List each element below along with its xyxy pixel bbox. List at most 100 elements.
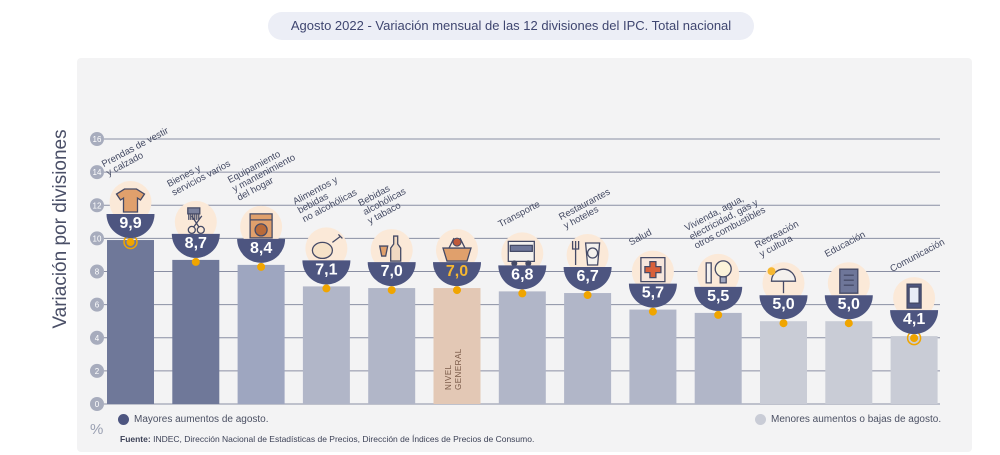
chart-title: Agosto 2022 - Variación mensual de las 1… <box>268 12 754 40</box>
icon-stroke <box>378 245 389 257</box>
icon-stroke <box>511 260 518 267</box>
icon-stroke <box>332 233 343 243</box>
value-badge <box>498 265 547 290</box>
value-label: 4,1 <box>903 311 925 328</box>
y-tick-label: 8 <box>95 268 100 277</box>
value-badge <box>237 238 286 263</box>
y-tick-badge <box>90 363 104 378</box>
bar <box>237 264 285 404</box>
y-tick-label: 12 <box>93 201 102 210</box>
unit-symbol: % <box>90 421 104 438</box>
value-label: 7,1 <box>315 261 337 278</box>
value-label: 8,7 <box>185 235 207 252</box>
bar-marker <box>583 291 592 300</box>
category-label-line: Comunicación <box>888 237 946 275</box>
source-text: INDEC, Dirección Nacional de Estadística… <box>153 434 535 444</box>
category-label: Recreacióny cultura <box>753 219 805 260</box>
category-label: Transporte <box>497 199 542 230</box>
y-tick-badge <box>90 132 104 146</box>
bar-marker <box>387 286 396 295</box>
category-label: Alimentos ybebidasno alcohólicas <box>291 169 359 225</box>
icon-stroke <box>644 260 662 279</box>
category-label: Educación <box>823 229 867 260</box>
icon-stroke <box>187 225 196 235</box>
bar-marker <box>844 319 853 328</box>
icon-stroke <box>115 188 146 213</box>
icon-stroke <box>525 260 532 267</box>
y-tick-label: 2 <box>95 367 100 376</box>
icon-stroke <box>770 268 797 282</box>
value-badge <box>890 310 939 335</box>
tshirt-icon <box>109 181 152 224</box>
bar <box>694 312 742 404</box>
y-tick-label: 6 <box>95 301 100 310</box>
y-tick-badge <box>90 231 104 246</box>
icon-stroke <box>311 241 334 260</box>
value-badge <box>106 214 155 239</box>
value-badge <box>759 295 808 320</box>
value-label: 5,0 <box>838 296 860 313</box>
y-tick-badge <box>90 330 104 345</box>
wine-icon <box>370 229 413 272</box>
y-tick-label: 14 <box>93 168 102 177</box>
icon-stroke <box>908 286 920 304</box>
category-label-line: Salud <box>627 227 654 248</box>
bar-marker <box>714 310 723 319</box>
y-tick-badge <box>90 397 104 411</box>
value-label: 5,0 <box>772 296 794 313</box>
icon-stroke <box>442 247 472 262</box>
bar <box>302 286 350 404</box>
icon-stroke <box>839 268 859 294</box>
value-label: 6,7 <box>576 268 598 285</box>
bar-marker <box>910 334 919 343</box>
icon-stroke <box>187 207 201 215</box>
category-label: Restaurantesy hoteles <box>557 186 617 231</box>
category-label: Bebidasalcohólicasy tabaco <box>357 177 413 227</box>
y-tick-badge <box>90 264 104 279</box>
category-label-line: Educación <box>823 229 867 260</box>
icon-stroke <box>191 215 203 228</box>
y-tick-label: 0 <box>95 400 100 409</box>
bar-marker <box>322 284 331 293</box>
umbrella-icon <box>762 262 805 305</box>
bar-marker <box>126 238 135 247</box>
bar <box>564 293 612 404</box>
category-label: Salud <box>627 227 654 248</box>
health-cross-icon <box>631 250 674 293</box>
legend-low-swatch <box>755 414 766 425</box>
icon-stroke <box>714 260 732 278</box>
icon-stroke <box>452 237 462 247</box>
nivel-general-label-line: GENERAL <box>454 348 463 390</box>
bar <box>498 291 546 404</box>
value-label: 5,5 <box>707 288 729 305</box>
icon-stroke <box>390 235 402 262</box>
value-badge <box>302 260 351 285</box>
icon-stroke <box>196 225 205 235</box>
source-label: Fuente: <box>120 434 151 444</box>
bus-icon <box>501 232 544 275</box>
washing-machine-icon <box>240 205 283 248</box>
value-badge <box>628 283 677 308</box>
category-label: Bienes yservicios varios <box>165 149 232 198</box>
bar-marker <box>779 319 788 328</box>
source-note: Fuente: INDEC, Dirección Nacional de Est… <box>120 434 534 444</box>
value-badge <box>824 295 873 320</box>
legend-low: Menores aumentos o bajas de agosto. <box>755 414 941 425</box>
bar <box>107 240 154 404</box>
legend-high: Mayores aumentos de agosto. <box>118 414 269 425</box>
y-tick-label: 4 <box>95 334 100 343</box>
value-badge <box>171 233 220 258</box>
value-label: 7,0 <box>446 263 468 280</box>
utensils-icon <box>566 234 609 277</box>
nivel-general-label-line: NIVEL <box>444 364 453 390</box>
icon-stroke <box>254 223 268 237</box>
phone-icon <box>893 277 936 320</box>
value-label: 9,9 <box>119 215 141 232</box>
value-badge <box>367 262 416 287</box>
icon-stroke <box>586 247 599 259</box>
bar <box>760 321 807 404</box>
value-label: 8,4 <box>250 240 272 257</box>
value-label: 6,8 <box>511 266 533 283</box>
legend-low-label: Menores aumentos o bajas de agosto. <box>771 414 942 425</box>
